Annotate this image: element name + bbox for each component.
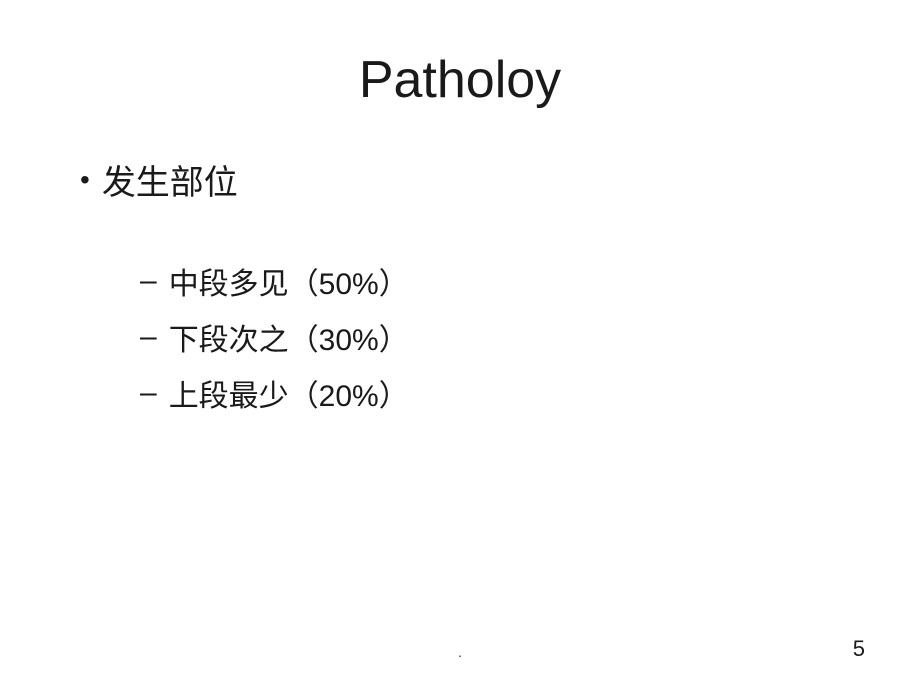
bullet-sub-text: 下段次之（30%） — [169, 315, 409, 359]
page-number: 5 — [853, 636, 865, 662]
bullet-main-text: 发生部位 — [102, 155, 238, 204]
bullet-sub: – 下段次之（30%） — [140, 315, 860, 359]
dash-marker-icon: – — [140, 376, 157, 410]
bullet-sub: – 中段多见（50%） — [140, 259, 860, 303]
bullet-sub-text: 上段最少（20%） — [169, 371, 409, 415]
dash-marker-icon: – — [140, 320, 157, 354]
presentation-slide: Patholoy • 发生部位 – 中段多见（50%） – 下段次之（30%） … — [0, 0, 920, 690]
dash-marker-icon: – — [140, 264, 157, 298]
bullet-marker-icon: • — [80, 164, 90, 196]
bullet-sub-text: 中段多见（50%） — [169, 259, 409, 303]
bullet-main: • 发生部位 — [80, 155, 860, 204]
slide-title: Patholoy — [60, 50, 860, 110]
footer-dot: . — [458, 644, 462, 660]
bullet-sub: – 上段最少（20%） — [140, 371, 860, 415]
